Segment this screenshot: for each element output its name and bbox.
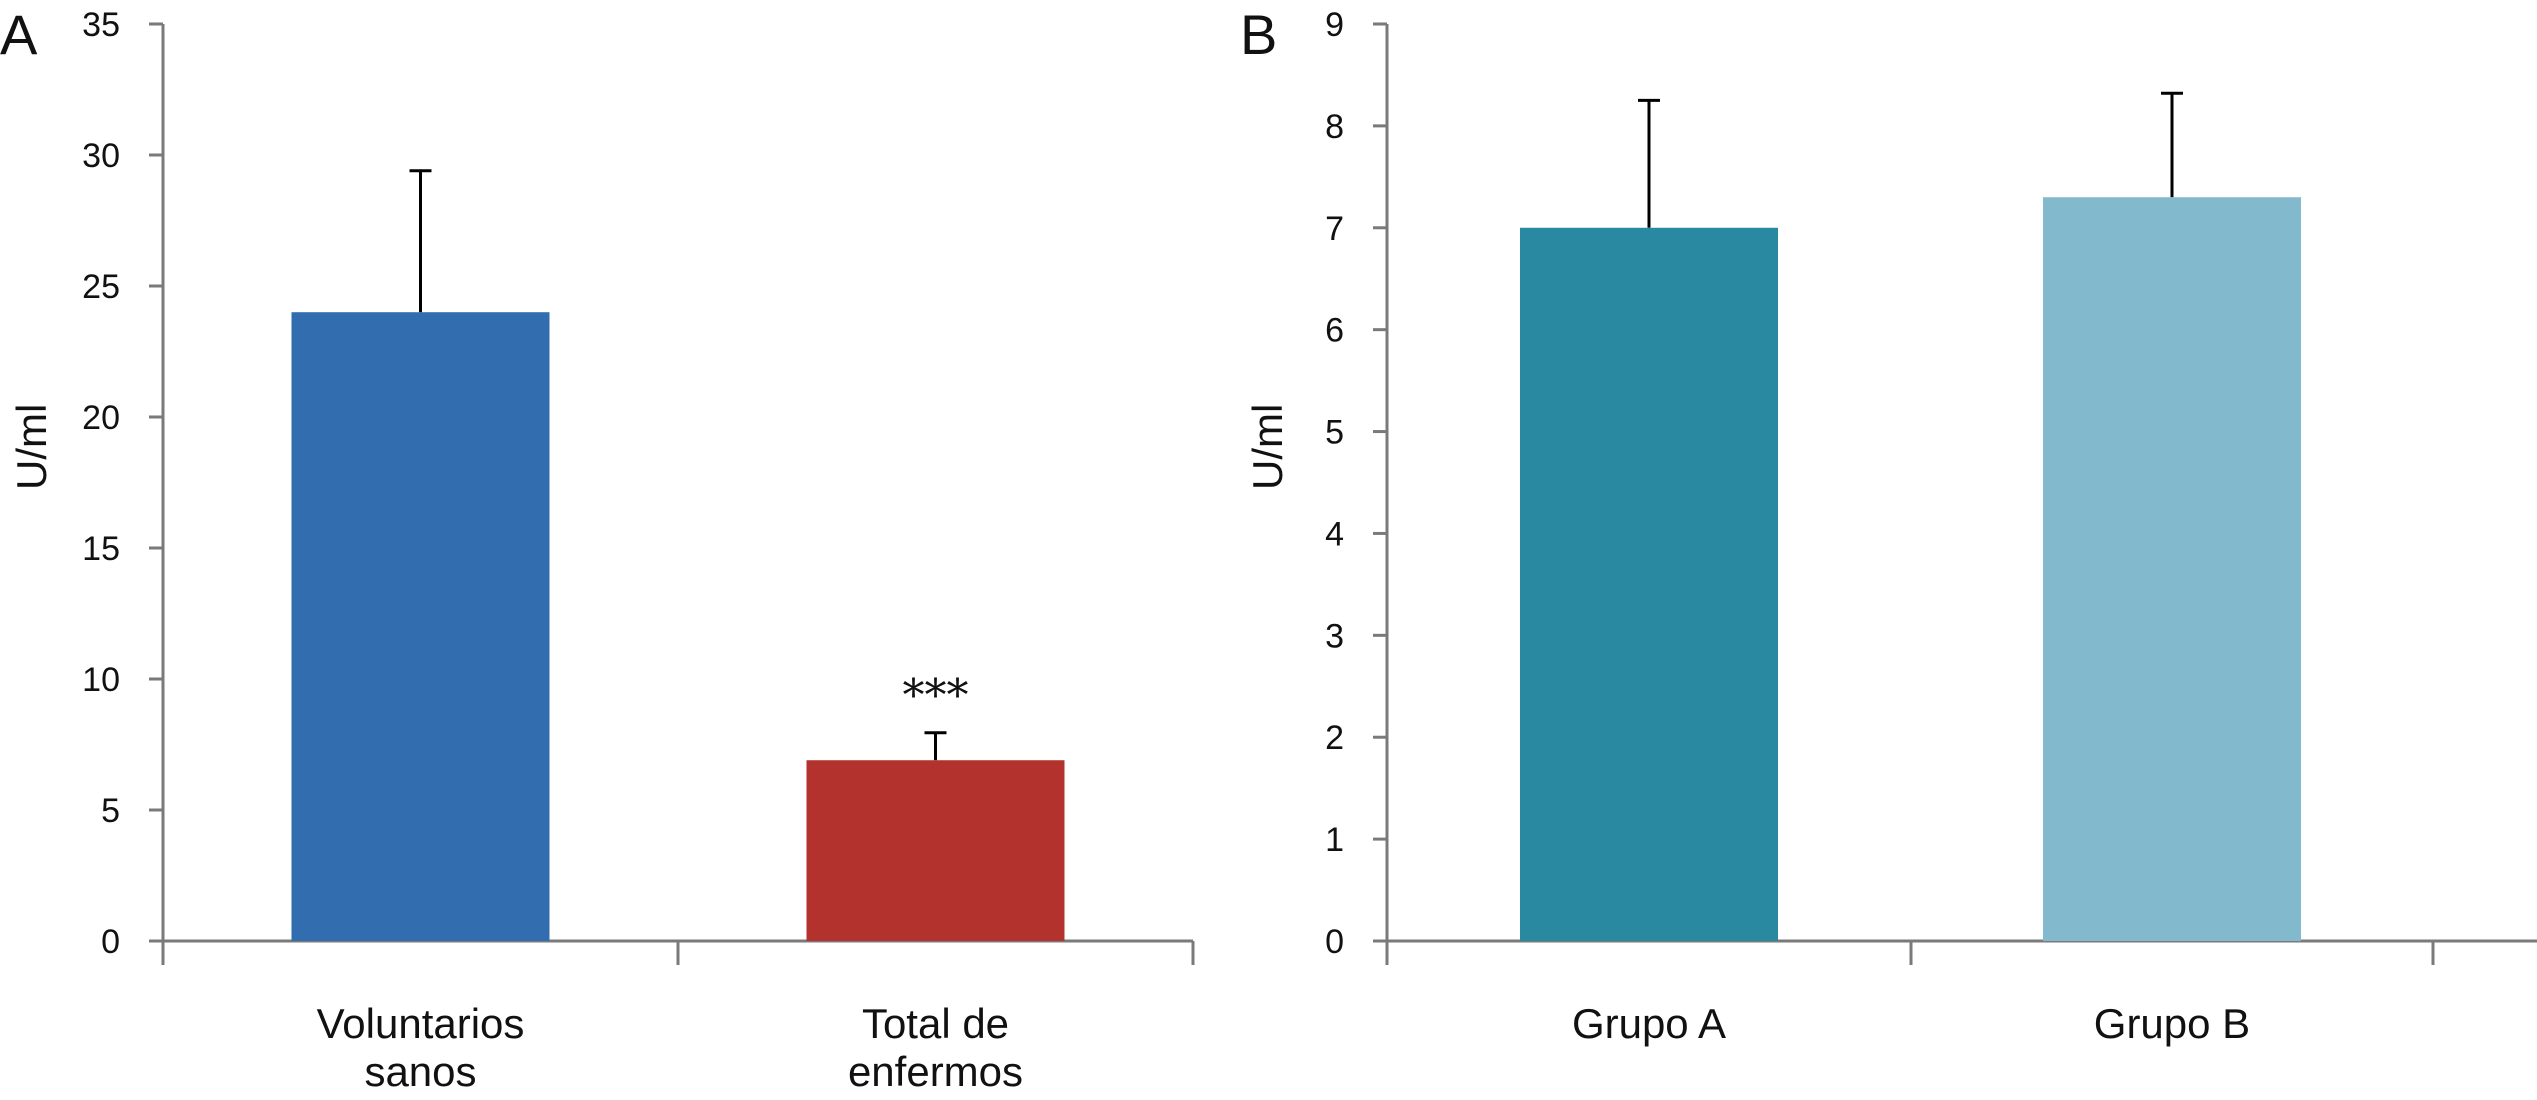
panel-b-y-tick-label: 2 [1325,719,1344,757]
panel-a-y-tick-label: 35 [82,6,120,44]
panel-b-y-tick-label: 8 [1325,108,1344,146]
panel-a-category-label: Voluntarios [317,1000,525,1047]
panel-a-bar [291,312,550,941]
panel-b-y-axis-title: U/ml [1244,404,1291,490]
panel-b-y-tick-label: 6 [1325,312,1344,350]
panel-b-category-label: Grupo A [1572,1000,1726,1047]
panel-a-letter: A [0,3,38,66]
panel-a-y-tick-label: 25 [82,268,120,306]
panel-b-bar [1520,227,1778,941]
panel-a-category-label: enfermos [848,1048,1023,1095]
panel-a-y-axis-title: U/ml [8,404,55,490]
panel-a-y-tick-label: 15 [82,530,120,568]
panel-b-y-tick-label: 0 [1325,923,1344,961]
panel-a-y-tick-label: 10 [82,661,120,699]
panel-a-y-tick-label: 30 [82,137,120,175]
panel-a-y-tick-label: 20 [82,399,120,437]
panel-b-y-tick-label: 4 [1325,515,1344,553]
panel-a-bar [806,760,1065,941]
panel-b-letter: B [1240,3,1277,66]
panel-b-category-label: Grupo B [2094,1000,2250,1047]
panel-a-y-tick-label: 0 [101,923,120,961]
panel-b-y-tick-label: 7 [1325,210,1344,248]
panel-b-y-tick-label: 1 [1325,821,1344,859]
panel-b: B U/ml 0 1 2 3 4 5 6 7 8 9 Grupo A Grupo B [1240,3,2537,1047]
panel-b-y-tick-label: 9 [1325,6,1344,44]
panel-b-y-tick-label: 5 [1325,414,1344,452]
panel-a-y-tick-label: 5 [101,792,120,830]
panel-a-significance-label: *** [903,671,969,722]
panel-a-category-label: sanos [364,1048,476,1095]
panel-a-category-label: Total de [862,1000,1009,1047]
panel-b-y-tick-label: 3 [1325,617,1344,655]
panel-b-bar [2043,197,2301,941]
